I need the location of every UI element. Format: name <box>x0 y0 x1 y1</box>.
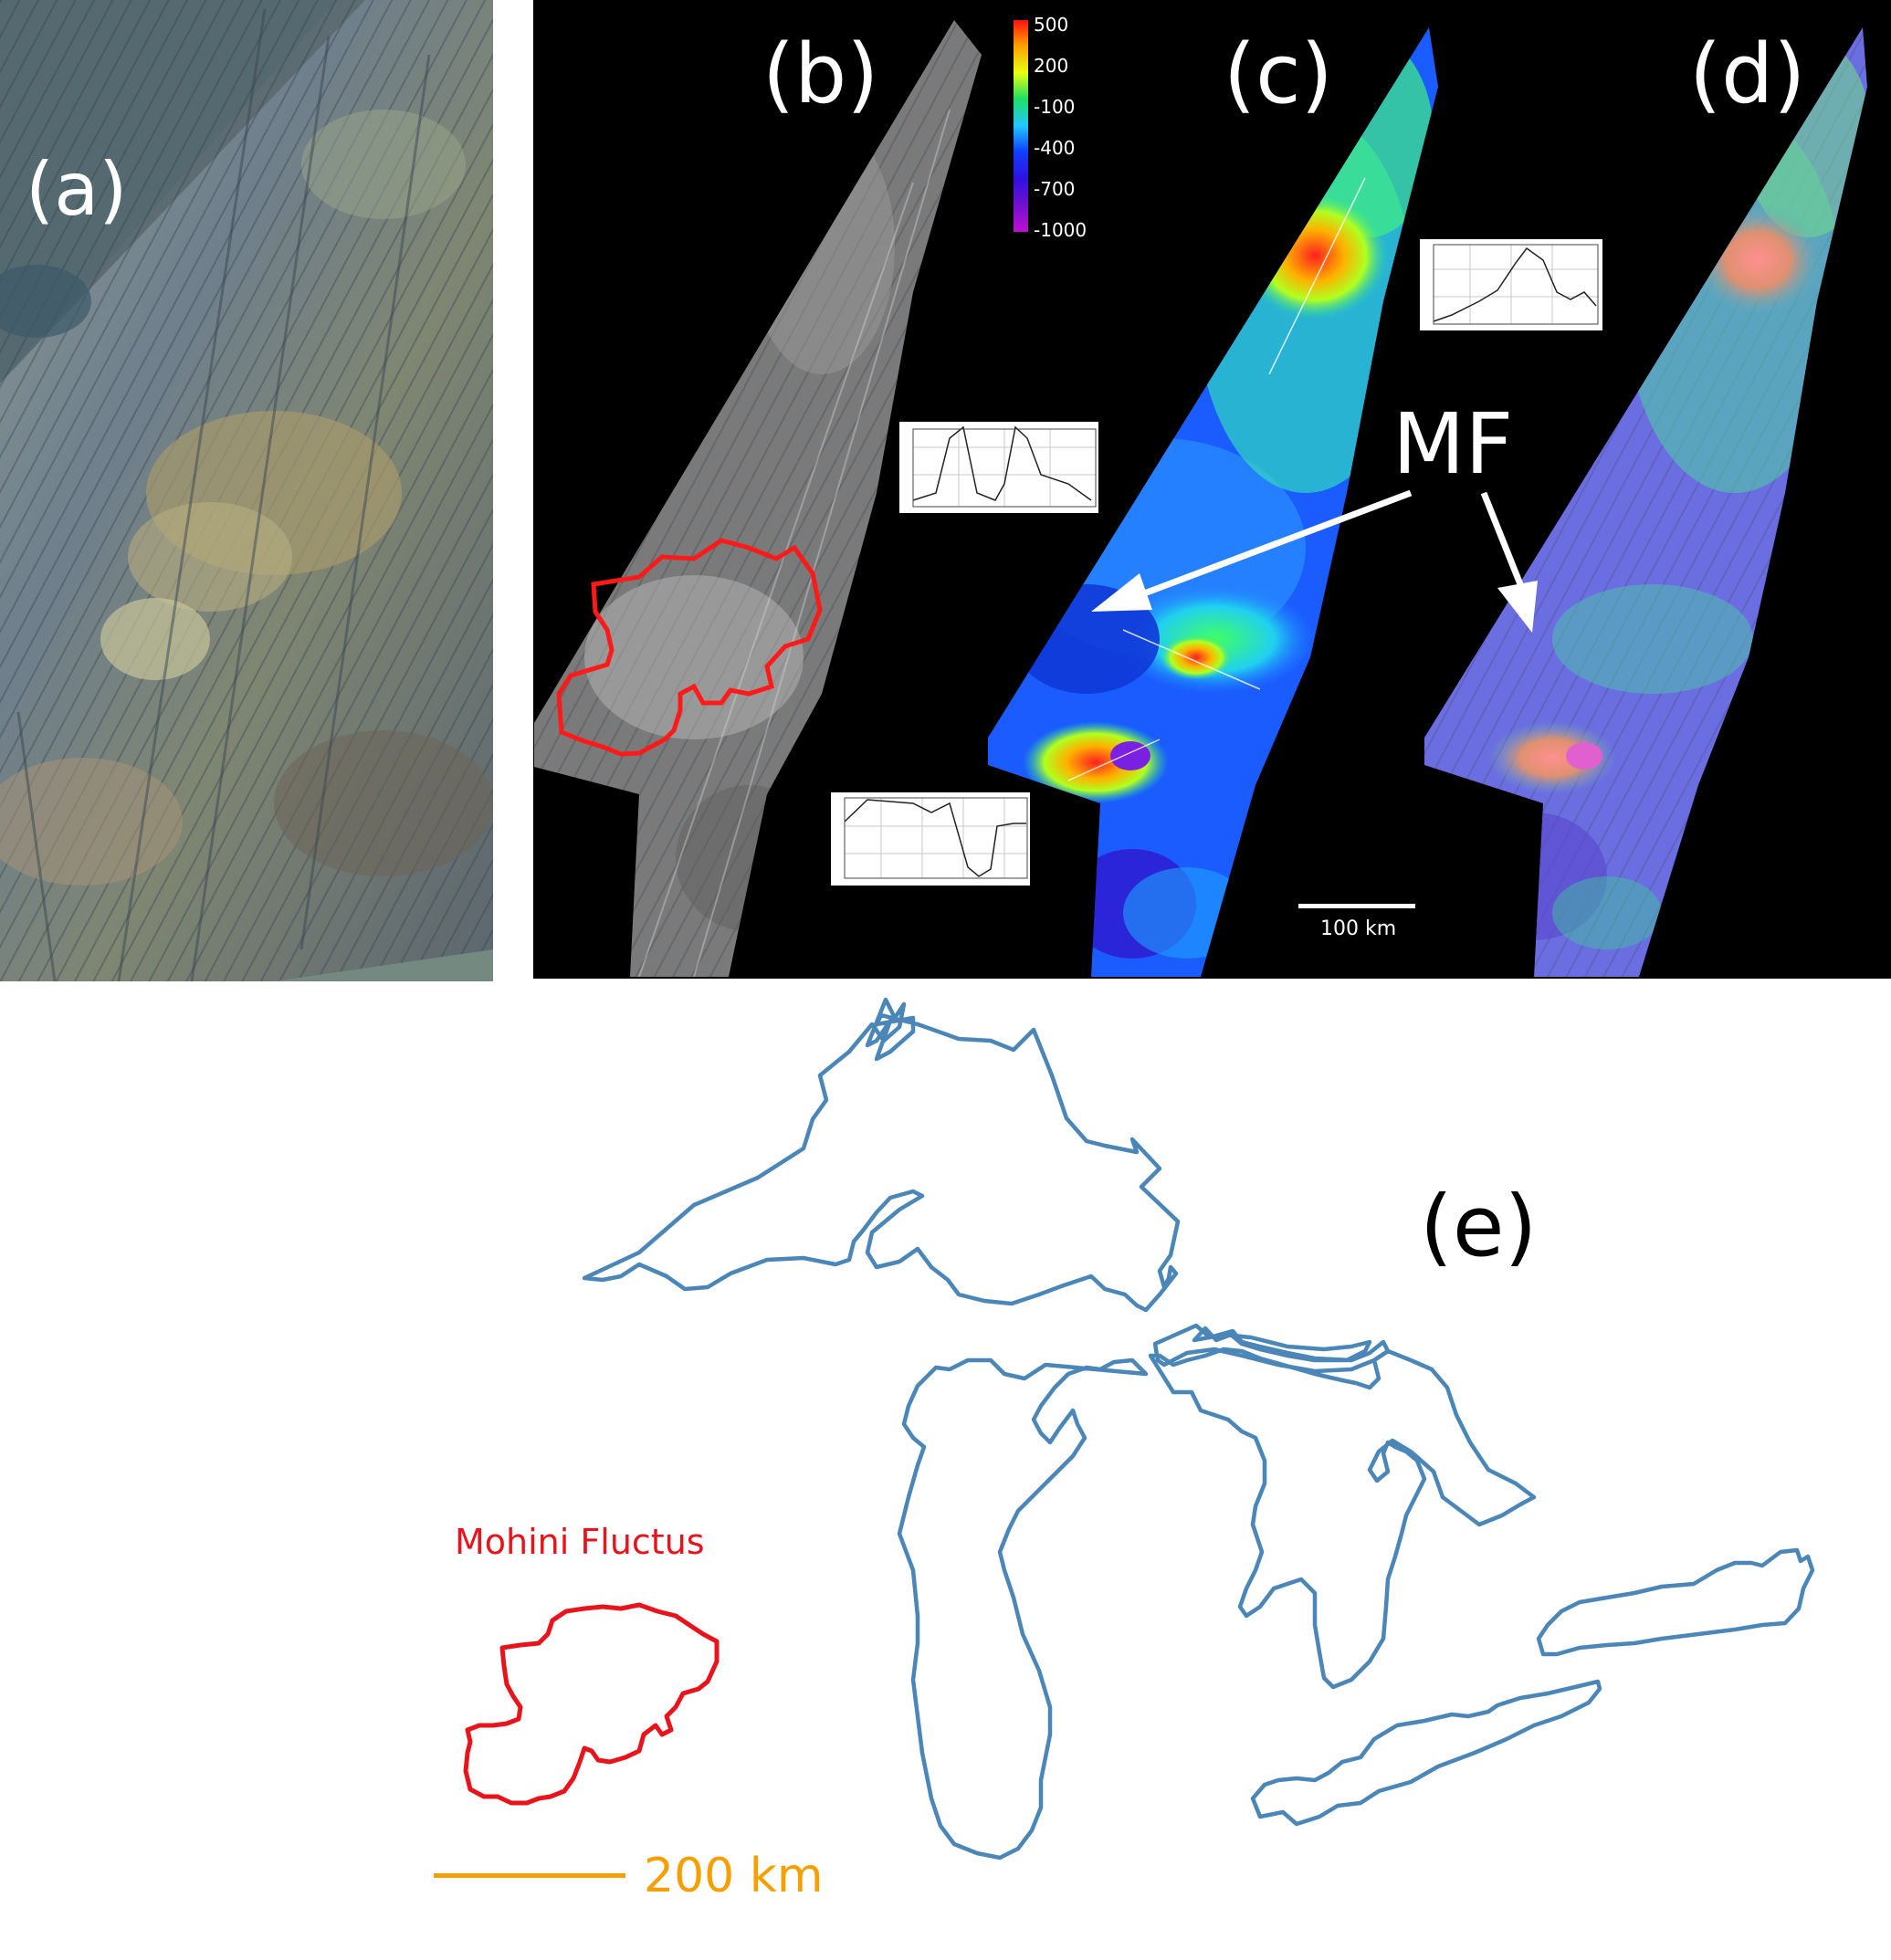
mf-annotation-label: MF <box>1392 395 1513 493</box>
colorbar-tick-minus-700: -700 <box>1034 178 1075 200</box>
north-channel-outline <box>1152 1323 1391 1374</box>
scale-bar-200km: 200 km <box>434 1849 824 1903</box>
mf-arrow-to-panel-c <box>1091 489 1413 612</box>
panel-a-label: (a) <box>26 147 127 232</box>
lake-michigan-outline <box>897 1357 1149 1860</box>
scale-bar-200km-line <box>434 1873 625 1878</box>
profile-inset-c <box>1420 239 1602 330</box>
lake-erie-outline <box>1250 1679 1602 1827</box>
panel-b-label: (b) <box>762 26 878 122</box>
profile-inset-b-lower <box>831 792 1030 886</box>
colorbar-tick-500: 500 <box>1034 14 1068 36</box>
great-lakes-outlines <box>582 997 1815 1860</box>
colorbar-tick-200: 200 <box>1034 55 1068 77</box>
panel-e-label: (e) <box>1420 1178 1537 1275</box>
scale-bar-100km-label: 100 km <box>1320 917 1396 940</box>
mohini-fluctus-feature: Mohini Fluctus <box>455 1522 720 1806</box>
scale-bar-100km-line <box>1298 904 1415 908</box>
scale-bar-200km-label: 200 km <box>644 1849 824 1903</box>
panel-a-optical-mosaic <box>0 0 493 981</box>
colorbar-tick-minus-1000: -1000 <box>1034 219 1087 241</box>
colorbar-tick-labels: 500 200 -100 -400 -700 -1000 <box>1034 14 1087 241</box>
panel-c-label: (c) <box>1224 26 1333 122</box>
colorbar-tick-minus-400: -400 <box>1034 137 1075 159</box>
mohini-fluctus-label: Mohini Fluctus <box>455 1522 705 1562</box>
profile-inset-b-upper <box>899 422 1098 513</box>
lake-huron-outline <box>1148 1347 1537 1690</box>
mf-arrow-to-panel-d <box>1480 491 1538 633</box>
lake-superior-outline <box>582 997 1181 1313</box>
colorbar-ramp <box>1014 20 1028 232</box>
elevation-colorbar: 500 200 -100 -400 -700 -1000 <box>1014 14 1087 241</box>
scale-bar-100km: 100 km <box>1298 904 1415 940</box>
colorbar-tick-minus-100: -100 <box>1034 96 1075 118</box>
manitoulin-island-outline <box>1192 1326 1372 1363</box>
lake-ontario-outline <box>1536 1547 1815 1657</box>
panel-d-label: (d) <box>1689 26 1805 122</box>
mohini-fluctus-outline-e <box>463 1602 720 1806</box>
mohini-fluctus-outline-b <box>556 538 823 757</box>
